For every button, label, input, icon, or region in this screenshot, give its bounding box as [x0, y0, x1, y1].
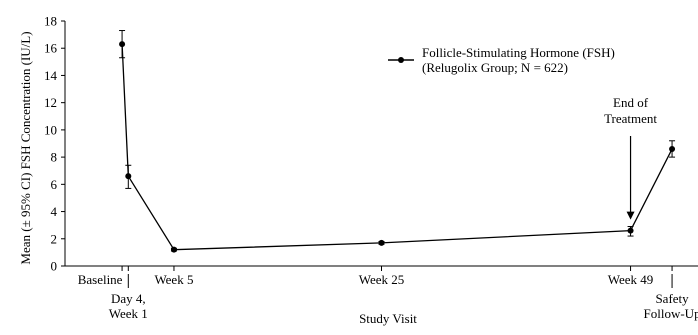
- y-tick-label: 0: [51, 259, 58, 274]
- data-point: [119, 41, 126, 48]
- x-tick-label: Day 4, Week 1: [109, 291, 148, 321]
- y-axis-title: Mean (± 95% CI) FSH Concentration (IU/L): [18, 31, 33, 264]
- y-tick-label: 6: [51, 177, 58, 192]
- x-tick-label: Week 49: [608, 272, 654, 287]
- x-tick-label: Week 25: [359, 272, 405, 287]
- y-tick-label: 2: [51, 231, 58, 246]
- x-tick-label: Baseline: [78, 272, 123, 287]
- x-tick-label: Safety Follow-Up: [644, 291, 698, 321]
- legend-marker: [398, 57, 404, 63]
- series-line: [121, 44, 673, 251]
- plot-area: 0 2 4 6 8 10 12 14 16 18 Baseline Day 4, Week 1 Week …: [44, 14, 698, 321]
- annotation-arrow-head: [626, 211, 635, 220]
- y-tick-label: 8: [51, 150, 58, 165]
- data-point: [669, 145, 676, 152]
- x-axis-title: Study Visit: [359, 311, 417, 326]
- y-tick-label: 14: [44, 68, 58, 83]
- x-tick-label: Week 5: [154, 272, 193, 287]
- data-point: [378, 239, 385, 246]
- y-tick-label: 12: [44, 95, 57, 110]
- y-tick-label: 16: [44, 41, 58, 56]
- y-tick-label: 18: [44, 14, 57, 29]
- data-point: [170, 246, 177, 253]
- data-point: [627, 227, 634, 234]
- legend-label: Follicle-Stimulating Hormone (FSH) (Relug…: [422, 45, 615, 75]
- end-of-treatment-label: End of Treatment: [604, 95, 657, 126]
- data-point: [125, 173, 132, 180]
- y-tick-label: 10: [44, 122, 57, 137]
- y-tick-label: 4: [51, 204, 58, 219]
